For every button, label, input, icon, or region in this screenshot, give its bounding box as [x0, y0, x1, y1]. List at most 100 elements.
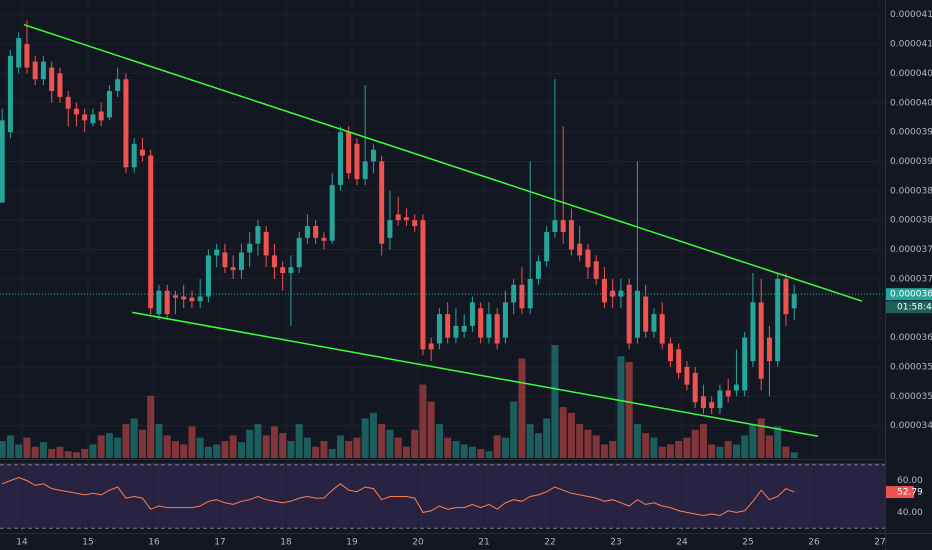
candle-body — [560, 220, 566, 232]
volume-bar — [675, 441, 683, 458]
candle-body — [453, 325, 459, 338]
volume-bar — [0, 441, 6, 458]
candle-body — [412, 220, 418, 227]
volume-bar — [138, 429, 146, 458]
volume-bar — [732, 444, 740, 458]
volume-bar — [666, 444, 674, 458]
candle-body — [700, 396, 706, 409]
volume-bar — [749, 424, 757, 458]
volume-bar — [328, 448, 336, 458]
candle-body — [783, 278, 789, 315]
volume-bar — [576, 424, 584, 458]
candle-body — [709, 402, 715, 409]
candle-body — [131, 143, 137, 168]
volume-bar — [452, 441, 460, 458]
volume-bar — [180, 444, 188, 458]
candle-body — [271, 255, 277, 268]
candle-body — [469, 302, 475, 326]
candle-body — [618, 290, 624, 297]
candle-body — [684, 366, 690, 385]
x-tick-label: 27 — [874, 538, 885, 548]
candle-body — [24, 44, 30, 68]
volume-bar — [394, 437, 402, 458]
candle-body — [263, 231, 269, 256]
candle-body — [362, 161, 368, 180]
candle-body — [7, 55, 13, 133]
volume-bar — [534, 433, 542, 458]
volume-bar — [64, 451, 72, 458]
volume-bar — [609, 441, 617, 458]
x-tick-label: 18 — [280, 538, 292, 548]
volume-bar — [320, 441, 328, 458]
volume-bar — [353, 437, 361, 458]
candle-body — [123, 79, 129, 168]
x-tick-label: 16 — [148, 538, 160, 548]
volume-bar — [72, 452, 80, 458]
candle-body — [461, 325, 467, 332]
last-price-label: 0.00003674 — [890, 290, 932, 300]
volume-bar — [97, 435, 105, 458]
volume-bar — [213, 444, 221, 458]
candle-body — [436, 314, 442, 344]
candle-body — [65, 96, 71, 109]
volume-bar — [691, 429, 699, 458]
volume-bar — [444, 437, 452, 458]
volume-bar — [171, 441, 179, 458]
volume-bar — [15, 444, 23, 458]
candle-body — [725, 390, 731, 397]
volume-bar — [501, 437, 509, 458]
volume-bar — [81, 448, 89, 458]
candle-body — [346, 132, 352, 174]
candle-body — [610, 290, 616, 297]
volume-bar — [196, 437, 204, 458]
candle-body — [403, 217, 409, 221]
candle-body — [643, 296, 649, 332]
y-tick-label: 0.00003850 — [890, 186, 932, 196]
volume-bar — [468, 446, 476, 458]
candle-body — [329, 184, 335, 241]
candle-body — [659, 314, 665, 344]
candle-body — [16, 38, 22, 68]
volume-bar — [6, 435, 14, 458]
trendline — [132, 311, 819, 438]
volume-bar — [642, 433, 650, 458]
candle-body — [552, 220, 558, 232]
candle-body — [478, 308, 484, 338]
candle-body — [519, 284, 525, 309]
candle-body — [164, 290, 170, 315]
volume-bar — [658, 446, 666, 458]
candle-body — [296, 237, 302, 268]
x-tick-label: 15 — [82, 538, 93, 548]
volume-bar — [155, 424, 163, 458]
candle-body — [585, 249, 591, 268]
x-tick-label: 23 — [610, 538, 621, 548]
candle-body — [313, 226, 319, 238]
candle-body — [791, 294, 797, 309]
volume-bar — [378, 424, 386, 458]
y-tick-label: 0.00003450 — [890, 421, 932, 431]
candle-body — [535, 261, 541, 279]
volume-bar — [790, 452, 798, 458]
y-tick-label: 0.00004150 — [890, 10, 932, 20]
candle-body — [214, 249, 220, 256]
volume-bar — [485, 451, 493, 458]
volume-bar — [510, 401, 518, 458]
countdown-box — [886, 301, 932, 314]
volume-bar — [204, 446, 212, 458]
candle-body — [321, 237, 327, 241]
volume-bar — [650, 437, 658, 458]
volume-bar — [361, 418, 369, 458]
candle-body — [255, 226, 261, 244]
volume-bar — [493, 435, 501, 458]
candle-body — [568, 220, 574, 250]
rsi-last-label: 52.79 — [897, 488, 923, 498]
volume-bar — [48, 448, 56, 458]
volume-bar — [270, 426, 278, 458]
candle-body — [337, 132, 343, 185]
trendline — [23, 23, 863, 302]
volume-bar — [774, 426, 782, 458]
y-tick-label: 0.00003500 — [890, 392, 932, 402]
volume-bar — [56, 446, 64, 458]
volume-bar — [345, 441, 353, 458]
